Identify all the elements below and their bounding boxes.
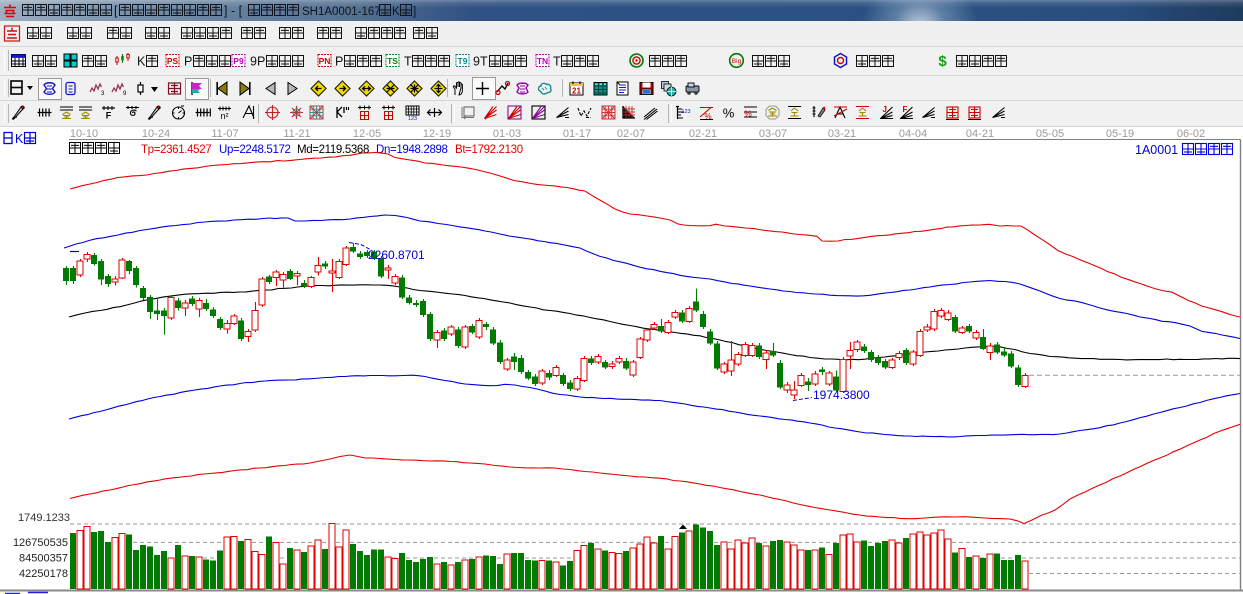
svg-text:K: K: [15, 132, 24, 146]
svg-text:$: $: [938, 53, 947, 69]
svg-text:05-05: 05-05: [1036, 128, 1064, 140]
svg-text:06-02: 06-02: [1177, 128, 1205, 140]
svg-text:9: 9: [123, 91, 127, 97]
svg-text:3: 3: [101, 91, 105, 97]
svg-text:K: K: [137, 55, 146, 69]
svg-text:126750535: 126750535: [13, 537, 68, 549]
svg-text:]: ]: [413, 6, 416, 18]
svg-text:%: %: [704, 112, 711, 121]
svg-text:J: J: [883, 105, 887, 114]
svg-text:01-03: 01-03: [493, 128, 521, 140]
svg-text:02-07: 02-07: [617, 128, 645, 140]
svg-text:03-07: 03-07: [759, 128, 787, 140]
svg-text:TS: TS: [387, 56, 398, 66]
svg-text:1749.1233: 1749.1233: [18, 512, 70, 524]
svg-text:11-21: 11-21: [283, 128, 310, 140]
svg-text:T9: T9: [458, 56, 468, 66]
svg-text:Dn=1948.2898: Dn=1948.2898: [376, 144, 448, 156]
svg-text:Up=2248.5172: Up=2248.5172: [219, 144, 291, 156]
svg-text:n²: n²: [220, 111, 228, 121]
svg-text:42250178: 42250178: [19, 568, 68, 580]
svg-text:SH1A0001-167: SH1A0001-167: [302, 6, 381, 18]
svg-text:12-19: 12-19: [423, 128, 451, 140]
svg-text:123: 123: [408, 116, 417, 121]
svg-text:9P: 9P: [250, 55, 265, 69]
svg-text:%: %: [723, 106, 735, 121]
svg-text:F: F: [903, 105, 908, 114]
svg-text:123: 123: [681, 109, 690, 115]
svg-text:T: T: [553, 55, 561, 69]
svg-text:Big: Big: [732, 58, 742, 65]
svg-text:Md=2119.5368: Md=2119.5368: [297, 144, 369, 156]
svg-text:%: %: [744, 109, 752, 119]
svg-text:03-21: 03-21: [828, 128, 856, 140]
svg-text:84500357: 84500357: [19, 553, 68, 565]
svg-text:9T: 9T: [473, 55, 488, 69]
svg-text:21: 21: [572, 87, 581, 96]
svg-text:1A0001: 1A0001: [1135, 143, 1178, 157]
svg-text:P: P: [184, 55, 192, 69]
svg-text:01-17: 01-17: [563, 128, 591, 140]
svg-text:05-19: 05-19: [1106, 128, 1134, 140]
svg-text:PN: PN: [319, 56, 331, 66]
svg-text:PS: PS: [167, 56, 179, 66]
svg-text:P9: P9: [233, 56, 244, 66]
svg-text:1974.3800: 1974.3800: [813, 388, 870, 402]
svg-text:12-05: 12-05: [353, 128, 381, 140]
svg-text:[: [: [114, 4, 118, 18]
svg-text:04-04: 04-04: [899, 128, 927, 140]
svg-text:F: F: [106, 111, 112, 121]
svg-text:Bt=1792.2130: Bt=1792.2130: [455, 144, 523, 156]
svg-text:10-24: 10-24: [142, 128, 170, 140]
svg-text:TN: TN: [537, 56, 548, 66]
svg-text:10-10: 10-10: [70, 128, 98, 140]
svg-text:11-07: 11-07: [211, 128, 238, 140]
svg-text:K: K: [392, 6, 400, 18]
svg-text:T: T: [404, 55, 412, 69]
svg-text:] - [: ] - [: [224, 4, 243, 18]
svg-text:04-21: 04-21: [966, 128, 994, 140]
svg-text:2260.8701: 2260.8701: [368, 248, 425, 262]
svg-text:02-21: 02-21: [689, 128, 717, 140]
svg-text:Tp=2361.4527: Tp=2361.4527: [141, 144, 211, 156]
svg-text:P: P: [335, 55, 343, 69]
